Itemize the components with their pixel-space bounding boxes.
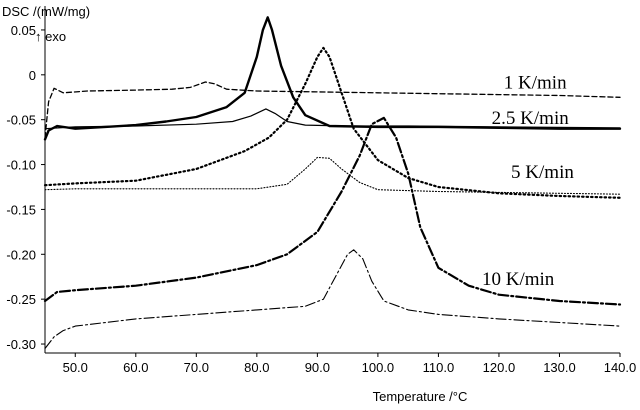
x-ticks: 50.0 60.0 70.0 80.0 90.0 100.0 110.0 120.0 130.0… — [63, 353, 637, 375]
series-line — [43, 46, 622, 199]
x-tick-label: 90.0 — [305, 360, 330, 375]
annotations: 1 K/min 2.5 K/min 5 K/min 10 K/min — [482, 72, 574, 290]
axes-layer — [44, 6, 620, 354]
y-tick-label: -0.20 — [6, 247, 36, 262]
y-tick-label: -0.15 — [6, 202, 36, 217]
y-tick-label: 0 — [29, 68, 36, 83]
x-tick-label: 100.0 — [362, 360, 395, 375]
y-tick-label: -0.10 — [6, 158, 36, 173]
y-axis-label: DSC /(mW/mg) — [2, 4, 90, 19]
x-tick-label: 110.0 — [423, 360, 455, 375]
x-tick-label: 120.0 — [483, 360, 516, 375]
y-ticks: 0.05 0 -0.05 -0.10 -0.15 -0.20 -0.25 -0.30 — [6, 23, 45, 352]
rate-annotation: 2.5 K/min — [492, 108, 570, 129]
series-line — [44, 156, 621, 195]
y-tick-label: -0.25 — [6, 292, 36, 307]
x-axis-label: Temperature /°C — [373, 389, 468, 404]
series-line — [43, 16, 622, 141]
rate-annotation: 5 K/min — [511, 162, 574, 183]
series-line — [43, 116, 622, 306]
y-tick-label: -0.05 — [6, 113, 36, 128]
x-tick-label: 130.0 — [543, 360, 576, 375]
x-tick-label: 140.0 — [604, 360, 637, 375]
series-layer — [43, 16, 622, 350]
y-tick-label: -0.30 — [6, 337, 36, 352]
y-axis-exo-note: ↑ exo — [35, 29, 66, 44]
series-line — [44, 249, 621, 350]
rate-annotation: 10 K/min — [482, 269, 555, 290]
x-tick-label: 60.0 — [123, 360, 148, 375]
rate-annotation: 1 K/min — [504, 72, 567, 93]
x-tick-label: 50.0 — [63, 360, 88, 375]
series-line — [44, 108, 621, 130]
x-tick-label: 80.0 — [244, 360, 269, 375]
series-line — [44, 81, 621, 139]
y-tick-label: 0.05 — [11, 23, 36, 38]
x-tick-label: 70.0 — [184, 360, 209, 375]
